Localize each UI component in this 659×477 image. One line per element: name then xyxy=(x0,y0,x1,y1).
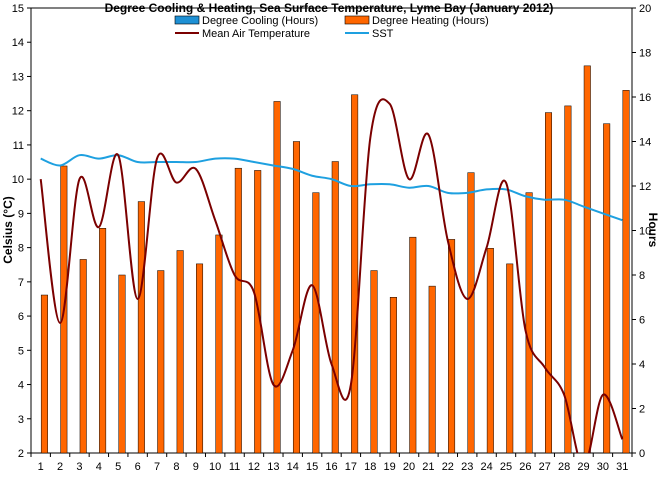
x-tick-label: 13 xyxy=(267,461,279,473)
degree-heating-bar xyxy=(40,294,48,454)
x-tick-label: 17 xyxy=(345,461,357,473)
degree-heating-bar xyxy=(525,192,533,454)
x-tick-label: 26 xyxy=(519,461,531,473)
sst-line xyxy=(40,154,623,222)
degree-heating-bar xyxy=(564,105,572,454)
x-tick-label: 30 xyxy=(597,461,609,473)
y-left-tick-label: 14 xyxy=(12,37,24,49)
mean-air-temperature-line xyxy=(39,98,624,453)
y-right-tick-label: 10 xyxy=(639,226,651,238)
y-left-tick-label: 15 xyxy=(12,3,24,15)
x-tick-label: 23 xyxy=(461,461,473,473)
x-tick-label: 31 xyxy=(616,461,628,473)
legend-label-sst: SST xyxy=(372,28,394,40)
x-tick-label: 29 xyxy=(577,461,589,473)
degree-heating-bar xyxy=(312,192,320,454)
degree-heating-bar xyxy=(370,270,378,454)
y-right-tick-label: 12 xyxy=(639,181,651,193)
y-left-tick-label: 9 xyxy=(18,208,24,220)
x-tick-label: 22 xyxy=(442,461,454,473)
x-tick-label: 7 xyxy=(154,461,160,473)
x-tick-label: 10 xyxy=(209,461,221,473)
x-tick-label: 2 xyxy=(57,461,63,473)
x-tick-label: 8 xyxy=(173,461,179,473)
x-tick-label: 5 xyxy=(115,461,121,473)
x-tick-label: 16 xyxy=(325,461,337,473)
degree-heating-bar xyxy=(215,234,223,454)
degree-heating-bar xyxy=(118,274,126,454)
degree-heating-bar xyxy=(99,228,107,454)
degree-heating-bar xyxy=(583,65,591,454)
degree-heating-bar xyxy=(545,112,553,454)
x-tick-label: 24 xyxy=(480,461,492,473)
x-tick-label: 18 xyxy=(364,461,376,473)
x-tick-label: 6 xyxy=(135,461,141,473)
x-tick-label: 19 xyxy=(384,461,396,473)
y-left-tick-label: 10 xyxy=(12,174,24,186)
x-tick-label: 21 xyxy=(422,461,434,473)
x-tick-label: 28 xyxy=(558,461,570,473)
y-right-tick-label: 8 xyxy=(639,270,645,282)
degree-heating-bar xyxy=(467,172,475,454)
degree-heating-bar xyxy=(603,123,611,454)
y-left-tick-label: 4 xyxy=(18,380,24,392)
y-right-tick-label: 6 xyxy=(639,315,645,327)
y-right-tick-label: 16 xyxy=(639,92,651,104)
degree-heating-bar xyxy=(273,101,281,454)
legend-label-air-temp: Mean Air Temperature xyxy=(202,28,310,40)
y-left-tick-label: 6 xyxy=(18,311,24,323)
x-tick-label: 25 xyxy=(500,461,512,473)
degree-heating-bar xyxy=(622,90,630,454)
degree-heating-bar xyxy=(409,236,417,454)
degree-heating-bar xyxy=(157,270,165,454)
x-tick-label: 27 xyxy=(539,461,551,473)
y-left-axis-title: Celsius (°C) xyxy=(1,196,15,263)
degree-heating-bar xyxy=(351,94,359,454)
x-tick-label: 9 xyxy=(193,461,199,473)
degree-heating-bar xyxy=(196,263,204,454)
degree-heating-bar xyxy=(389,297,397,454)
y-left-tick-label: 2 xyxy=(18,448,24,460)
legend-label-cooling: Degree Cooling (Hours) xyxy=(202,15,318,27)
x-tick-label: 15 xyxy=(306,461,318,473)
degree-heating-bar xyxy=(448,239,456,454)
degree-heating-bar xyxy=(292,141,300,454)
y-left-tick-label: 5 xyxy=(18,345,24,357)
y-left-tick-label: 11 xyxy=(13,140,24,152)
y-right-tick-label: 14 xyxy=(639,137,651,149)
y-right-tick-label: 20 xyxy=(639,3,651,15)
legend: Degree Cooling (Hours) Degree Heating (H… xyxy=(174,15,489,40)
x-tick-label: 4 xyxy=(96,461,102,473)
y-right-tick-label: 4 xyxy=(639,359,645,371)
y-left-tick-label: 12 xyxy=(12,106,24,118)
degree-heating-bar xyxy=(506,263,514,454)
y-right-tick-label: 2 xyxy=(639,404,645,416)
x-tick-label: 14 xyxy=(287,461,299,473)
legend-swatch-heating xyxy=(344,15,370,25)
x-tick-label: 3 xyxy=(76,461,82,473)
y-left-tick-label: 8 xyxy=(18,243,24,255)
degree-heating-bar xyxy=(79,259,87,454)
degree-heating-bar xyxy=(331,161,339,454)
y-left-tick-label: 13 xyxy=(12,71,24,83)
y-right-tick-label: 18 xyxy=(639,48,651,60)
x-tick-label: 20 xyxy=(403,461,415,473)
y-right-axis-title: Hours xyxy=(646,213,659,248)
x-tick-label: 11 xyxy=(229,461,240,473)
y-right-tick-label: 0 xyxy=(639,448,645,460)
degree-heating-bar xyxy=(137,201,145,454)
legend-label-heating: Degree Heating (Hours) xyxy=(372,15,489,27)
y-left-tick-label: 3 xyxy=(18,414,24,426)
degree-heating-bar xyxy=(428,285,436,454)
legend-swatch-cooling xyxy=(174,15,200,25)
x-tick-label: 1 xyxy=(38,461,44,473)
degree-heating-bar xyxy=(486,248,494,454)
degree-heating-bar xyxy=(234,167,242,454)
degree-heating-bar xyxy=(176,250,184,454)
y-left-tick-label: 7 xyxy=(18,277,24,289)
x-tick-label: 12 xyxy=(248,461,260,473)
